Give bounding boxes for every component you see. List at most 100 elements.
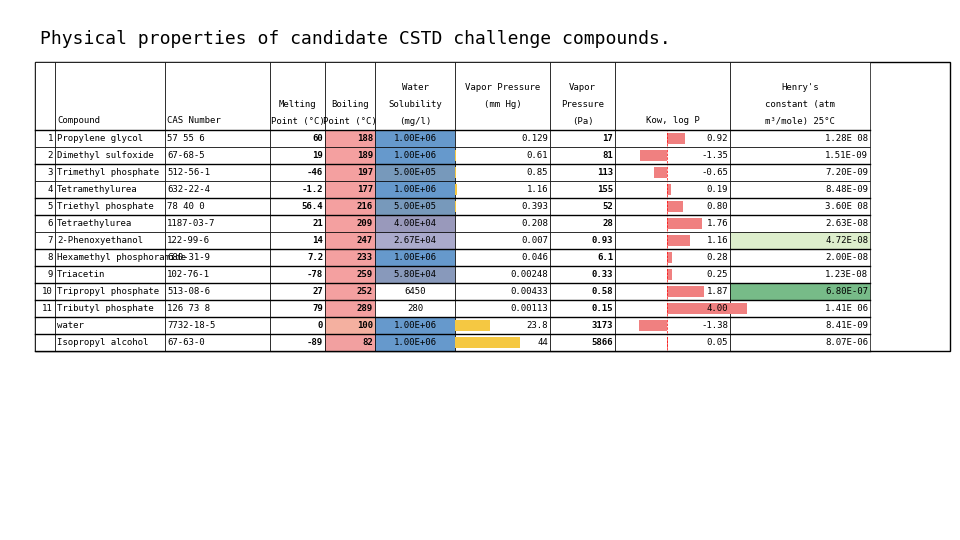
Bar	[325, 130, 375, 147]
Bar	[165, 130, 270, 147]
Bar	[35, 334, 55, 351]
Text: 60: 60	[312, 134, 323, 143]
Text: 0.05: 0.05	[707, 338, 728, 347]
Bar	[615, 62, 730, 130]
Bar	[730, 266, 870, 283]
Text: constant (atm: constant (atm	[765, 100, 835, 109]
Text: 7: 7	[48, 236, 53, 245]
Text: 10: 10	[42, 287, 53, 296]
Bar	[730, 283, 870, 300]
Text: 2.67E+04: 2.67E+04	[394, 236, 437, 245]
Text: 5.80E+04: 5.80E+04	[394, 270, 437, 279]
Text: Triacetin: Triacetin	[57, 270, 106, 279]
Bar	[270, 283, 325, 300]
Bar	[455, 198, 550, 215]
Bar	[35, 198, 55, 215]
Bar	[550, 181, 615, 198]
Text: 1.00E+06: 1.00E+06	[394, 338, 437, 347]
Bar	[325, 147, 375, 164]
Bar	[615, 266, 730, 283]
Text: 8.41E-09: 8.41E-09	[825, 321, 868, 330]
Text: Isopropyl alcohol: Isopropyl alcohol	[57, 338, 149, 347]
Text: 8: 8	[48, 253, 53, 262]
Bar	[375, 164, 455, 181]
Text: 2-Phenoxyethanol: 2-Phenoxyethanol	[57, 236, 143, 245]
Bar	[325, 283, 375, 300]
Text: 122-99-6: 122-99-6	[167, 236, 210, 245]
Bar	[35, 215, 55, 232]
Bar	[165, 317, 270, 334]
Text: 233: 233	[357, 253, 373, 262]
Text: 1.51E-09: 1.51E-09	[825, 151, 868, 160]
Bar	[730, 181, 870, 198]
Bar	[455, 215, 550, 232]
Text: 4.72E-08: 4.72E-08	[825, 236, 868, 245]
Bar	[375, 62, 455, 130]
Text: 1.76: 1.76	[707, 219, 728, 228]
Text: 28: 28	[602, 219, 613, 228]
Text: 6450: 6450	[404, 287, 425, 296]
Text: 2.63E-08: 2.63E-08	[825, 219, 868, 228]
Text: 1.16: 1.16	[707, 236, 728, 245]
Text: CAS Number: CAS Number	[167, 116, 221, 125]
Bar	[325, 334, 375, 351]
Text: 1.23E-08: 1.23E-08	[825, 270, 868, 279]
Bar	[667, 201, 683, 212]
Bar	[615, 249, 730, 266]
Text: 113: 113	[597, 168, 613, 177]
Text: Compound: Compound	[57, 116, 100, 125]
Text: 8.48E-09: 8.48E-09	[825, 185, 868, 194]
Bar	[455, 300, 550, 317]
Text: 680-31-9: 680-31-9	[167, 253, 210, 262]
Bar	[615, 300, 730, 317]
Bar	[375, 232, 455, 249]
Bar	[730, 62, 870, 130]
Bar	[615, 334, 730, 351]
Text: 4.00: 4.00	[707, 304, 728, 313]
Bar	[550, 266, 615, 283]
Bar	[165, 181, 270, 198]
Bar	[35, 181, 55, 198]
Text: 6.1: 6.1	[597, 253, 613, 262]
Bar	[165, 266, 270, 283]
Bar	[375, 249, 455, 266]
Text: 0.85: 0.85	[526, 168, 548, 177]
Bar	[55, 300, 165, 317]
Bar	[639, 150, 667, 161]
Text: water: water	[57, 321, 84, 330]
Bar	[375, 334, 455, 351]
Bar	[455, 337, 520, 348]
Bar	[455, 232, 550, 249]
Text: 4: 4	[48, 185, 53, 194]
Bar	[165, 300, 270, 317]
Bar	[165, 147, 270, 164]
Bar	[270, 181, 325, 198]
Text: (mm Hg): (mm Hg)	[484, 100, 521, 109]
Bar	[55, 198, 165, 215]
Text: 0.93: 0.93	[591, 236, 613, 245]
Bar	[615, 215, 730, 232]
Text: 1.00E+06: 1.00E+06	[394, 185, 437, 194]
Text: 2: 2	[48, 151, 53, 160]
Text: 289: 289	[357, 304, 373, 313]
Bar	[615, 198, 730, 215]
Bar	[615, 317, 730, 334]
Bar	[270, 300, 325, 317]
Text: 6.80E-07: 6.80E-07	[825, 287, 868, 296]
Bar	[55, 249, 165, 266]
Bar	[667, 269, 672, 280]
Text: 7.20E-09: 7.20E-09	[825, 168, 868, 177]
Bar	[550, 300, 615, 317]
Text: 0.208: 0.208	[521, 219, 548, 228]
Bar	[55, 266, 165, 283]
Bar	[325, 232, 375, 249]
Bar	[550, 164, 615, 181]
Bar	[55, 317, 165, 334]
Text: 102-76-1: 102-76-1	[167, 270, 210, 279]
Text: 1.28E 08: 1.28E 08	[825, 134, 868, 143]
Bar	[550, 283, 615, 300]
Bar	[325, 181, 375, 198]
Text: 44: 44	[538, 338, 548, 347]
Bar	[165, 62, 270, 130]
Bar	[550, 147, 615, 164]
